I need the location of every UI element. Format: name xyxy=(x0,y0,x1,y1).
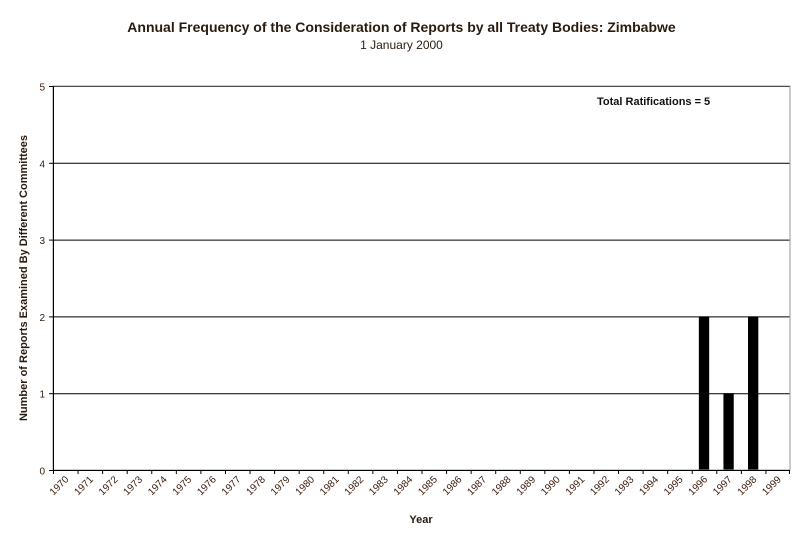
x-tick-label: 1979 xyxy=(269,474,293,498)
x-tick-label: 1989 xyxy=(515,474,539,498)
y-tick-label: 0 xyxy=(39,467,45,478)
x-tick-label: 1970 xyxy=(48,474,72,498)
x-tick-label: 1985 xyxy=(416,474,440,498)
x-tick-label: 1986 xyxy=(441,474,465,498)
y-tick-label: 3 xyxy=(39,236,45,247)
x-tick-label: 1981 xyxy=(318,474,342,498)
x-tick-label: 1992 xyxy=(588,474,612,498)
x-axis-label: Year xyxy=(409,514,433,526)
x-tick-label: 1975 xyxy=(171,474,195,498)
gridlines xyxy=(53,86,790,395)
x-tick-label: 1999 xyxy=(760,474,784,498)
x-tick-label: 1974 xyxy=(146,474,170,498)
y-tick-label: 1 xyxy=(39,390,45,401)
y-tick-label: 2 xyxy=(39,313,45,324)
y-tick-labels: 0 1 2 3 4 5 xyxy=(39,83,45,478)
x-tick-label: 1978 xyxy=(244,474,268,498)
x-tick-label: 1980 xyxy=(294,474,318,498)
bar-1996 xyxy=(698,316,710,470)
x-tick-label: 1988 xyxy=(490,474,514,498)
x-tick-label: 1977 xyxy=(220,474,244,498)
x-tick-label: 1997 xyxy=(711,474,735,498)
x-tick-label: 1995 xyxy=(662,474,686,498)
x-tick-label: 1996 xyxy=(687,474,711,498)
total-ratifications-annotation: Total Ratifications = 5 xyxy=(597,96,710,108)
x-tick-label: 1984 xyxy=(392,474,416,498)
x-tick-label: 1987 xyxy=(466,474,490,498)
bars xyxy=(698,316,759,470)
x-tick-label: 1976 xyxy=(195,474,219,498)
x-tick-label: 1971 xyxy=(72,474,96,498)
x-tick-label: 1993 xyxy=(613,474,637,498)
plot-frame xyxy=(52,85,791,471)
bar-1997 xyxy=(723,393,734,470)
x-tick-label: 1990 xyxy=(539,474,563,498)
bar-1998 xyxy=(747,316,759,470)
y-axis-label: Number of Reports Examined By Different … xyxy=(18,135,30,421)
chart-title: Annual Frequency of the Consideration of… xyxy=(127,19,676,35)
x-tick-label: 1994 xyxy=(637,474,661,498)
y-tick-label: 4 xyxy=(39,159,45,170)
x-tick-label: 1972 xyxy=(97,474,121,498)
y-tick-label: 5 xyxy=(39,83,45,94)
x-tick-label: 1983 xyxy=(367,474,391,498)
x-tick-labels: 1970 1971 1972 1973 1974 1975 1976 1977 1978 1979… xyxy=(48,474,784,498)
chart-subtitle: 1 January 2000 xyxy=(360,38,443,52)
x-tick-label: 1982 xyxy=(343,474,367,498)
x-tick-label: 1973 xyxy=(122,474,146,498)
axes xyxy=(49,85,791,474)
x-tick-label: 1998 xyxy=(736,474,760,498)
x-tick-label: 1991 xyxy=(564,474,588,498)
